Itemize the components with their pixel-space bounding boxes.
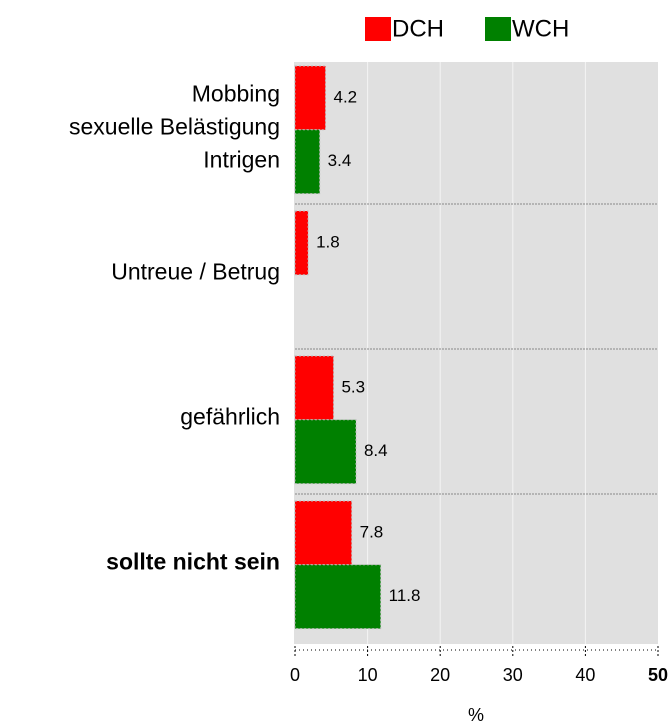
bar [294, 65, 326, 131]
x-tick-label: 50 [648, 665, 668, 685]
bar [294, 419, 357, 485]
legend-label: DCH [392, 15, 444, 42]
legend-label: WCH [512, 15, 569, 42]
value-label: 7.8 [360, 522, 384, 541]
y-tick-label-line: Intrigen [203, 147, 280, 173]
bar [294, 564, 382, 630]
value-label: 5.3 [341, 377, 365, 396]
legend-swatch [365, 17, 391, 41]
y-tick-label-line: sexuelle Belästigung [69, 114, 280, 140]
bar [294, 355, 334, 421]
bar [294, 210, 309, 276]
value-label: 1.8 [316, 232, 340, 251]
value-label: 11.8 [389, 586, 421, 605]
y-tick-label: gefährlich [180, 404, 280, 430]
x-axis-label: % [468, 705, 484, 725]
x-tick-label: 20 [430, 665, 450, 685]
x-tick-label: 40 [575, 665, 595, 685]
legend-swatch [485, 17, 511, 41]
value-label: 8.4 [364, 441, 388, 460]
bar [294, 500, 353, 566]
plot-area [294, 62, 658, 644]
value-label: 4.2 [333, 87, 357, 106]
x-tick-label: 10 [358, 665, 378, 685]
y-tick-label: sollte nicht sein [106, 549, 280, 575]
y-tick-label-line: Mobbing [192, 81, 280, 107]
x-tick-label: 30 [503, 665, 523, 685]
bar [294, 129, 321, 195]
x-tick-label: 0 [290, 665, 300, 685]
value-label: 3.4 [328, 151, 352, 170]
y-tick-label: Untreue / Betrug [111, 259, 280, 285]
y-tick-label: Mobbing sexuelle Belästigung Intrigen [69, 81, 280, 173]
